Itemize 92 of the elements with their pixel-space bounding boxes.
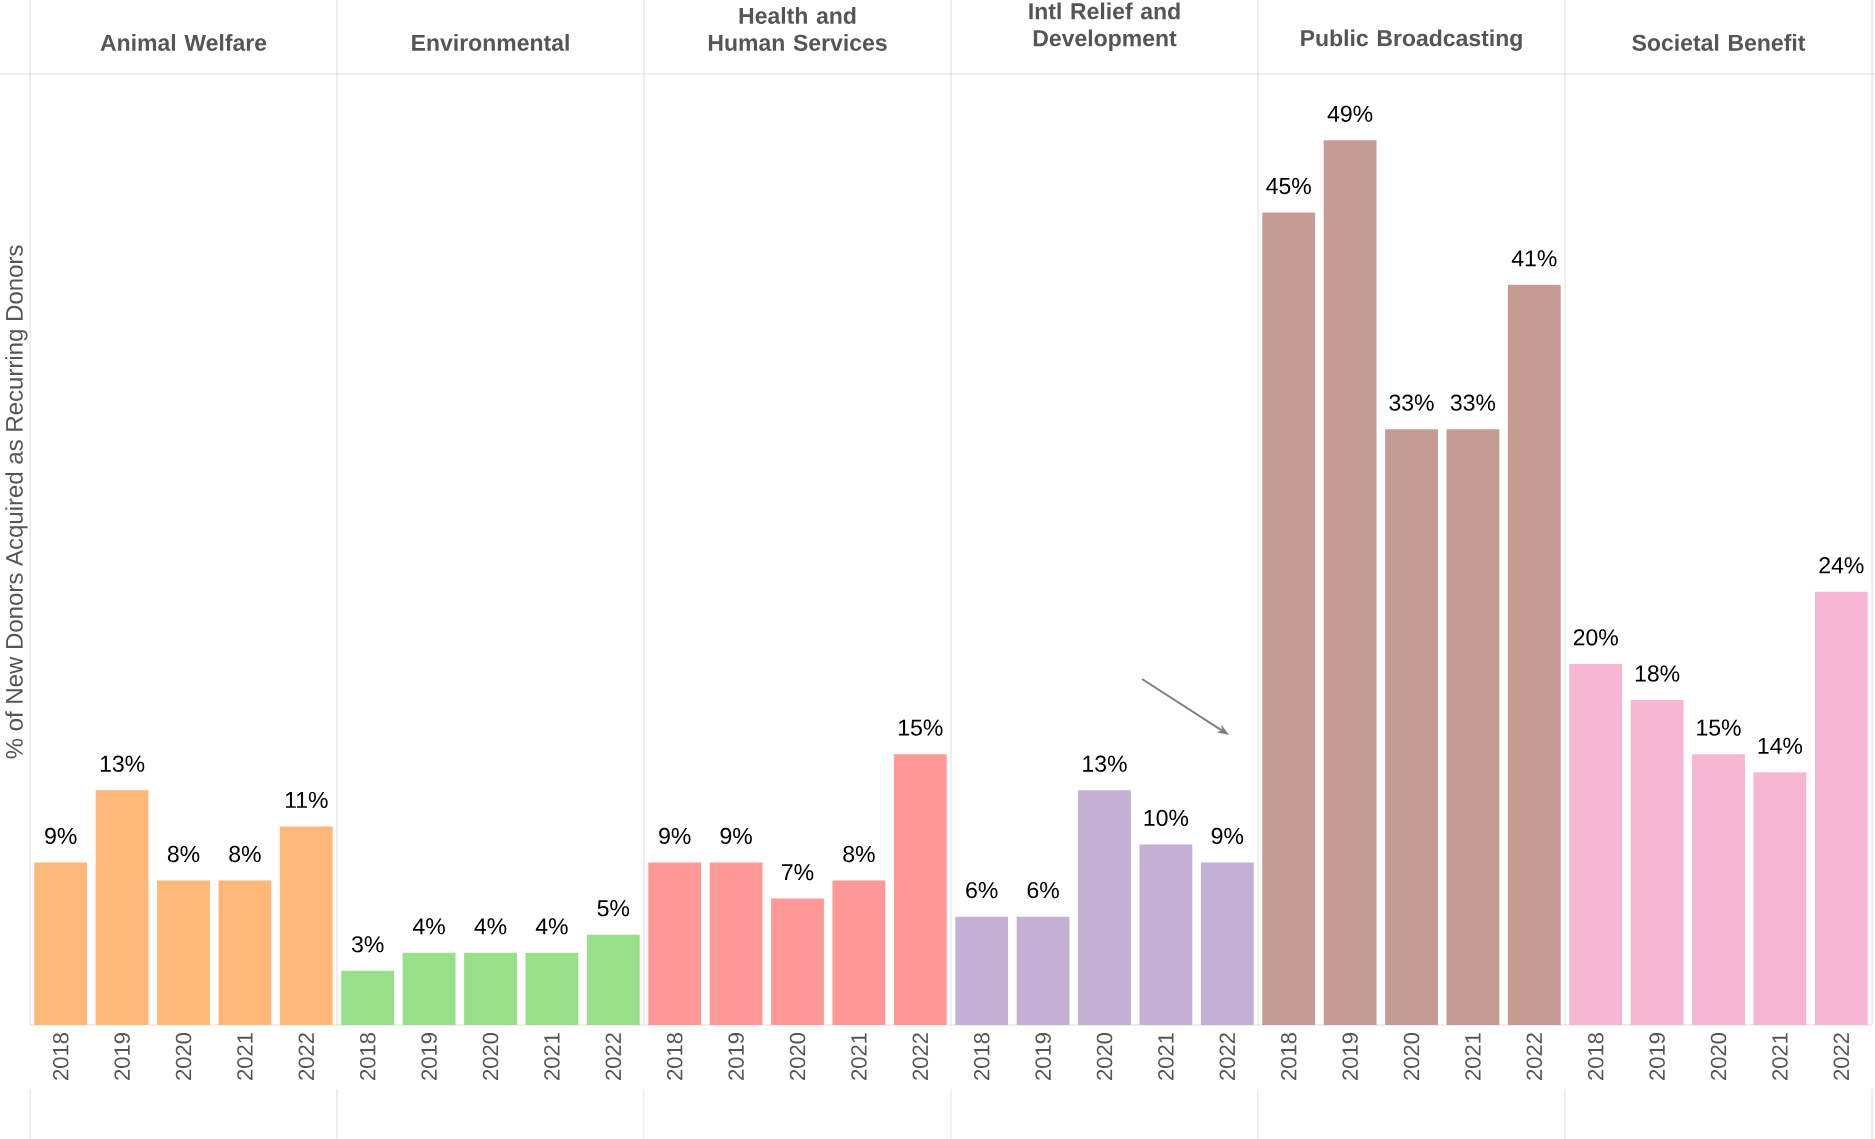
data-label: 9% — [720, 827, 752, 845]
bar — [1507, 284, 1561, 1025]
bar — [1385, 429, 1438, 1025]
data-label: 3% — [351, 936, 384, 953]
x-tick-label: 2021 — [544, 1033, 560, 1080]
bar — [832, 880, 886, 1025]
chart-title: Public Broadcasting — [1301, 29, 1522, 51]
data-label: 4% — [413, 918, 445, 935]
chart-title: Health and Human Services — [708, 7, 887, 51]
data-label: 8% — [167, 845, 200, 863]
data-label: 20% — [1573, 629, 1618, 646]
bar — [1569, 663, 1623, 1025]
bar — [1692, 754, 1745, 1025]
data-label: 11% — [285, 791, 328, 808]
data-label: 24% — [1819, 557, 1864, 574]
x-tick-label: 2020 — [1403, 1032, 1420, 1080]
bar — [1446, 429, 1500, 1025]
bar — [1753, 772, 1807, 1025]
chart-title: Intl Relief and Development — [1029, 2, 1180, 51]
bar — [279, 826, 333, 1025]
x-tick-label: 2020 — [1710, 1032, 1727, 1080]
x-tick-label: 2020 — [789, 1032, 806, 1080]
data-label: 9% — [659, 827, 691, 845]
x-tick-label: 2021 — [1158, 1033, 1174, 1080]
y-axis-title: % of New Donors Acquired as Recurring Donors — [5, 245, 28, 759]
data-label: 4% — [535, 918, 568, 935]
x-tick-label: 2018 — [359, 1033, 376, 1080]
bar — [1630, 700, 1684, 1025]
x-tick-label: 2019 — [1035, 1033, 1051, 1080]
data-label: 45% — [1266, 177, 1311, 195]
bar — [955, 916, 1009, 1025]
bar — [1323, 140, 1377, 1025]
x-tick-label: 2021 — [851, 1033, 867, 1080]
data-label: 13% — [100, 755, 145, 772]
chart-title: Environmental — [412, 34, 569, 51]
x-tick-label: 2020 — [482, 1032, 499, 1080]
data-label: 10% — [1144, 809, 1189, 827]
data-label: 15% — [899, 719, 943, 736]
x-tick-label: 2020 — [1096, 1032, 1113, 1080]
x-tick-label: 2019 — [728, 1033, 744, 1080]
bar — [34, 862, 88, 1025]
bar — [1262, 212, 1316, 1025]
x-tick-label: 2022 — [298, 1033, 315, 1080]
x-tick-label: 2018 — [973, 1033, 990, 1080]
bar — [218, 880, 272, 1025]
data-label: 7% — [782, 864, 814, 881]
x-tick-label: 2021 — [1465, 1033, 1481, 1080]
data-label: 33% — [1389, 394, 1434, 411]
x-tick-label: 2021 — [1772, 1033, 1788, 1080]
bar — [709, 862, 763, 1025]
x-tick-label: 2022 — [1833, 1033, 1850, 1080]
x-tick-label: 2018 — [666, 1033, 683, 1080]
bar — [1078, 790, 1131, 1025]
data-label: 8% — [229, 845, 261, 863]
data-label: 49% — [1327, 105, 1373, 122]
x-tick-label: 2022 — [912, 1033, 929, 1080]
x-tick-label: 2022 — [1219, 1033, 1236, 1080]
data-label: 18% — [1635, 665, 1680, 682]
bar — [1814, 591, 1868, 1025]
x-tick-label: 2018 — [1280, 1033, 1297, 1080]
bar — [157, 880, 210, 1025]
bar — [95, 790, 149, 1025]
data-label: 33% — [1450, 394, 1496, 411]
x-tick-label: 2022 — [1526, 1033, 1543, 1080]
chart-title: Societal Benefit — [1632, 34, 1806, 51]
x-tick-label: 2019 — [1342, 1033, 1358, 1080]
bar — [1139, 844, 1193, 1025]
bar — [1200, 862, 1254, 1025]
bar — [1016, 916, 1070, 1025]
x-tick-label: 2018 — [1587, 1033, 1604, 1080]
data-label: 6% — [966, 881, 998, 899]
x-tick-label: 2022 — [605, 1033, 622, 1080]
data-label: 15% — [1697, 719, 1741, 736]
data-label: 41% — [1511, 250, 1557, 267]
x-tick-label: 2021 — [237, 1033, 253, 1080]
x-tick-label: 2019 — [421, 1033, 437, 1080]
data-label: 13% — [1083, 755, 1127, 772]
data-label: 9% — [45, 827, 77, 845]
bar — [771, 898, 824, 1025]
bar — [893, 754, 947, 1025]
x-tick-label: 2019 — [114, 1033, 130, 1080]
x-tick-label: 2019 — [1649, 1033, 1665, 1080]
data-label: 8% — [843, 845, 875, 863]
data-label: 4% — [474, 918, 507, 935]
x-tick-label: 2018 — [52, 1033, 69, 1080]
chart-title: Animal Welfare — [100, 34, 267, 51]
data-label: 14% — [1758, 737, 1803, 754]
x-tick-label: 2020 — [175, 1032, 192, 1080]
data-label: 6% — [1027, 881, 1059, 899]
bar — [648, 862, 702, 1025]
data-label: 9% — [1211, 827, 1244, 845]
data-label: 5% — [597, 900, 630, 917]
